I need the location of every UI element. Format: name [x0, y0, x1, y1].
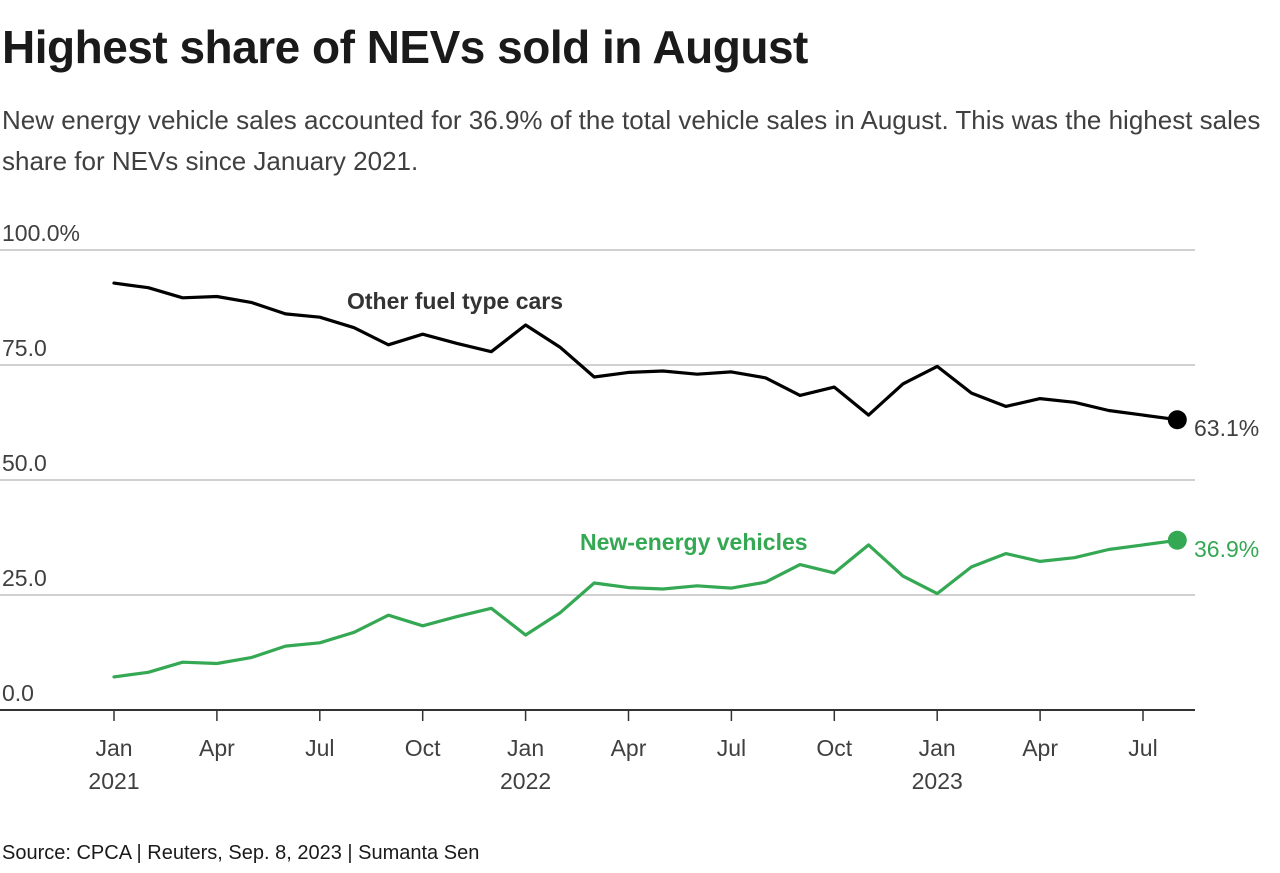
x-tick-label: Apr — [1022, 735, 1058, 761]
series-lines — [112, 281, 1179, 679]
x-tick-label: Oct — [816, 735, 852, 761]
chart-subtitle: New energy vehicle sales accounted for 3… — [2, 105, 1261, 176]
x-tick-year-label: 2023 — [912, 768, 963, 794]
y-tick-label: 0.0 — [2, 680, 34, 706]
x-tick-label: Apr — [199, 735, 235, 761]
x-tick-label: Jul — [717, 735, 746, 761]
gridlines — [0, 249, 1195, 711]
x-tick-label: Apr — [611, 735, 647, 761]
x-tick-label: Jul — [1128, 735, 1157, 761]
series-line-nev — [112, 538, 1179, 679]
end-label-other-fuel: 63.1% — [1194, 415, 1259, 441]
endpoint-marker-other-fuel — [1167, 410, 1187, 430]
x-tick-label: Jan — [507, 735, 544, 761]
end-label-nev: 36.9% — [1194, 536, 1259, 562]
x-tick-year-label: 2022 — [500, 768, 551, 794]
series-line-other-fuel — [112, 281, 1179, 422]
endpoint-marker-nev — [1167, 530, 1187, 550]
x-tick-year-label: 2021 — [88, 768, 139, 794]
source-note: Source: CPCA | Reuters, Sep. 8, 2023 | S… — [2, 842, 480, 864]
y-tick-label: 100.0% — [2, 220, 80, 246]
y-tick-label: 75.0 — [2, 335, 47, 361]
y-tick-label: 50.0 — [2, 450, 47, 476]
y-tick-label: 25.0 — [2, 565, 47, 591]
x-tick-label: Jan — [919, 735, 956, 761]
y-axis-ticks: 100.0% 75.0 50.0 25.0 0.0 — [2, 220, 80, 706]
x-axis-ticks: Jan 2021 Apr Jul Oct Jan 2022 Apr Jul Oct Jan 2023 A… — [88, 710, 1158, 794]
x-tick-label: Oct — [405, 735, 441, 761]
x-tick-label: Jan — [95, 735, 132, 761]
x-tick-label: Jul — [305, 735, 334, 761]
series-label-nev: New-energy vehicles — [580, 529, 808, 555]
chart-title: Highest share of NEVs sold in August — [2, 21, 808, 73]
series-label-other-fuel: Other fuel type cars — [347, 288, 563, 314]
series-points — [1167, 410, 1187, 550]
